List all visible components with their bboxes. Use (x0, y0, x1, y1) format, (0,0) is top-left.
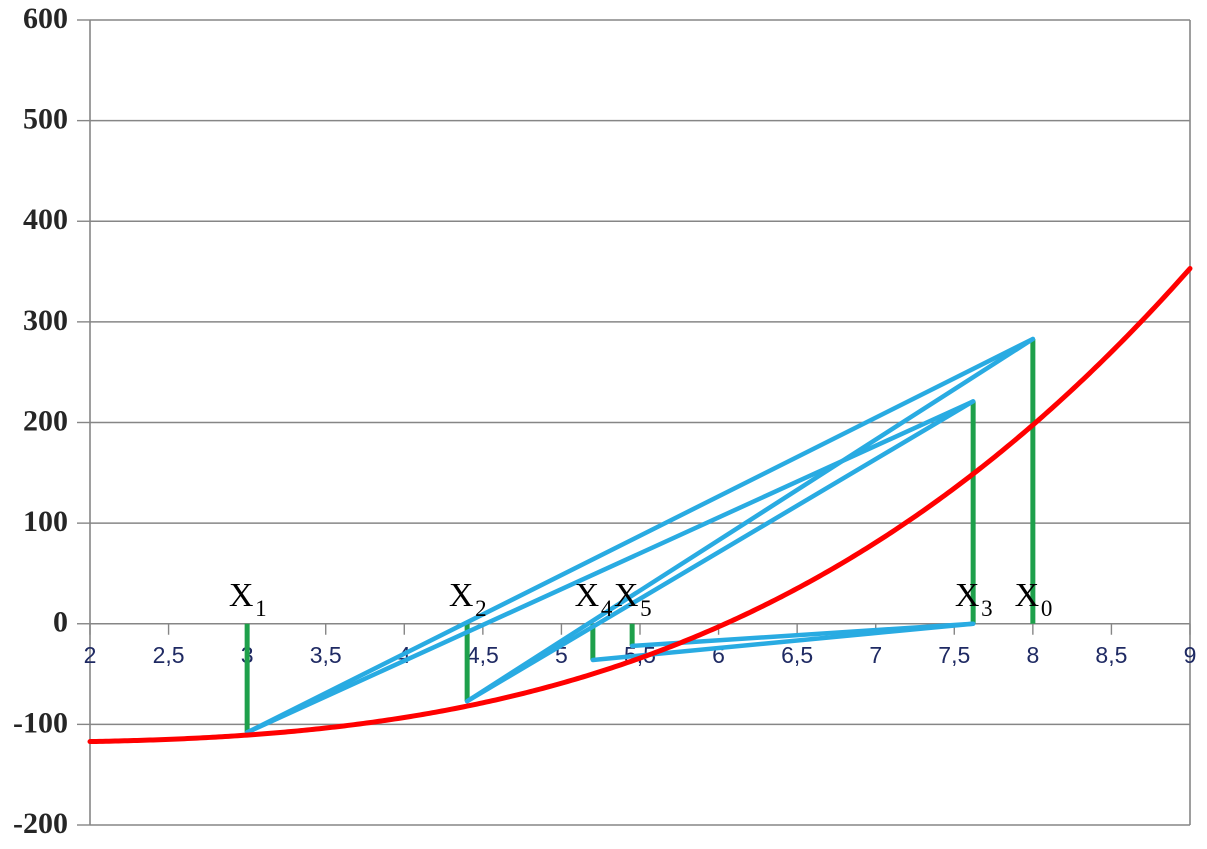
x-axis-tick-label: 8 (1026, 642, 1039, 668)
root-label-base: X (449, 577, 474, 614)
root-label-base: X (229, 577, 254, 614)
y-axis-tick-label: -200 (13, 807, 68, 840)
y-axis-tick-label: 500 (23, 103, 68, 136)
secant-lines (244, 336, 1036, 735)
x-axis-tick-label: 6,5 (781, 642, 813, 668)
root-label-subscript: 5 (640, 596, 652, 621)
y-axis-tick-label: 100 (23, 505, 68, 538)
root-label-base: X (955, 577, 980, 614)
root-label-subscript: 4 (601, 596, 613, 621)
root-label-subscript: 1 (255, 596, 267, 621)
y-axis-tick-labels: 600 500 400 300 200 100 0 -100 -200 (13, 2, 90, 840)
x-axis-tick-label: 3,5 (310, 642, 342, 668)
y-axis-tick-label: 200 (23, 404, 68, 437)
y-axis-tick-label: 0 (53, 606, 68, 639)
ordinate-segments (244, 338, 1036, 733)
root-label-subscript: 3 (981, 596, 993, 621)
x-axis-tick-label: 7,5 (938, 642, 970, 668)
function-curve-path (87, 266, 1193, 745)
y-axis-tick-label: 300 (23, 304, 68, 337)
x-axis-tick-label: 8,5 (1095, 642, 1127, 668)
function-curve (87, 266, 1193, 745)
x-axis-tick-label: 2,5 (153, 642, 185, 668)
secant-x5-x3 (629, 621, 976, 649)
root-label-base: X (575, 577, 600, 614)
secant-x2-x0 (464, 336, 1036, 704)
root-label-subscript: 0 (1041, 596, 1053, 621)
x-axis-tick-label: 9 (1184, 642, 1197, 668)
y-axis-tick-label: -100 (13, 706, 68, 739)
x-axis-tick-label: 2 (84, 642, 97, 668)
x-axis-tick-label: 7 (869, 642, 882, 668)
root-label-subscript: 2 (475, 596, 487, 621)
secant-x1-x0 (244, 336, 1036, 735)
root-label-base: X (1015, 577, 1040, 614)
gridlines (90, 19, 1190, 826)
secant-x2-x3 (464, 399, 976, 704)
y-axis-tick-label: 600 (23, 2, 68, 35)
y-axis-tick-label: 400 (23, 203, 68, 236)
root-label-base: X (614, 577, 639, 614)
x-axis-tick-label: 4,5 (467, 642, 499, 668)
